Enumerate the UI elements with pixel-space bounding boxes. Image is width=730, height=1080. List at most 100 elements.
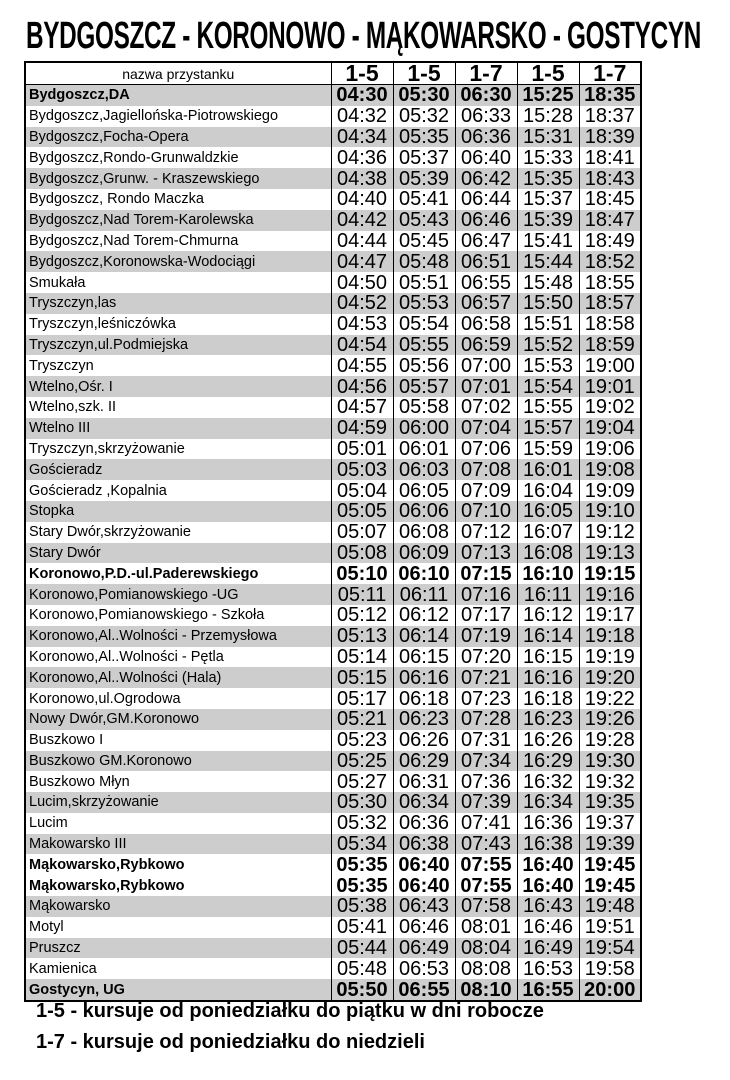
stop-name: Wtelno,Ośr. I xyxy=(24,376,332,397)
stop-name: Lucim,skrzyżowanie xyxy=(24,792,332,813)
departure-time: 19:00 xyxy=(578,355,642,377)
stop-name: Gostycyn, UG xyxy=(24,979,332,1002)
departure-time: 05:55 xyxy=(392,334,456,356)
stop-row: Koronowo,Al..Wolności - Przemysłowa 05:13… xyxy=(24,625,642,647)
departure-time: 06:36 xyxy=(454,126,518,148)
departure-time: 07:36 xyxy=(454,771,518,793)
departure-time: 16:29 xyxy=(516,750,580,772)
stop-row: Buszkowo GM.Koronowo 05:25 06:29 07:34 16:29… xyxy=(24,750,642,772)
departure-time: 07:28 xyxy=(454,708,518,730)
stop-name: Bydgoszcz,Jagiellońska-Piotrowskiego xyxy=(24,105,332,127)
departure-time: 05:41 xyxy=(330,916,394,938)
departure-time: 18:43 xyxy=(578,168,642,189)
departure-time: 06:14 xyxy=(392,625,456,647)
departure-time: 06:47 xyxy=(454,230,518,252)
stop-row: Gościeradz ,Kopalnia 05:04 06:05 07:09 16:04… xyxy=(24,480,642,501)
stop-row: Wtelno,Ośr. I 04:56 05:57 07:01 15:54 19:01 xyxy=(24,376,642,397)
stop-name: Koronowo,P.D.-ul.Paderewskiego xyxy=(24,563,332,585)
departure-time: 06:40 xyxy=(392,854,456,876)
departure-time: 05:30 xyxy=(392,84,456,106)
stop-row: Kamienica 05:48 06:53 08:08 16:53 19:58 xyxy=(24,958,642,980)
departure-time: 04:30 xyxy=(330,84,394,106)
departure-time: 16:08 xyxy=(516,542,580,564)
departure-time: 05:44 xyxy=(330,937,394,959)
departure-time: 05:04 xyxy=(330,480,394,501)
departure-time: 16:14 xyxy=(516,625,580,647)
departure-time: 15:44 xyxy=(516,251,580,273)
departure-time: 16:43 xyxy=(516,896,580,917)
departure-time: 05:23 xyxy=(330,729,394,751)
departure-time: 05:43 xyxy=(392,209,456,231)
departure-time: 05:08 xyxy=(330,542,394,564)
departure-time: 06:06 xyxy=(392,500,456,522)
stop-name: Nowy Dwór,GM.Koronowo xyxy=(24,708,332,730)
departure-time: 07:23 xyxy=(454,688,518,709)
departure-time: 06:55 xyxy=(454,272,518,293)
departure-time: 18:47 xyxy=(578,209,642,231)
departure-time: 07:34 xyxy=(454,750,518,772)
departure-time: 06:33 xyxy=(454,105,518,127)
stop-row: Mąkowarsko 05:38 06:43 07:58 16:43 19:48 xyxy=(24,896,642,917)
departure-time: 18:49 xyxy=(578,230,642,252)
stop-name: Mąkowarsko,Rybkowo xyxy=(24,854,332,876)
departure-time: 07:02 xyxy=(454,396,518,418)
departure-time: 06:11 xyxy=(392,584,456,605)
departure-time: 05:01 xyxy=(330,438,394,460)
departure-time: 19:58 xyxy=(578,958,642,980)
departure-time: 07:39 xyxy=(454,792,518,813)
stop-row: Buszkowo I 05:23 06:26 07:31 16:26 19:28 xyxy=(24,729,642,751)
departure-time: 19:04 xyxy=(578,417,642,439)
stop-name: Tryszczyn,leśniczówka xyxy=(24,313,332,335)
departure-time: 06:29 xyxy=(392,750,456,772)
departure-time: 04:40 xyxy=(330,188,394,210)
departure-time: 19:54 xyxy=(578,937,642,959)
departure-time: 05:12 xyxy=(330,604,394,626)
departure-time: 15:37 xyxy=(516,188,580,210)
stop-row: Tryszczyn,skrzyżowanie 05:01 06:01 07:06 15:… xyxy=(24,438,642,460)
departure-time: 16:10 xyxy=(516,563,580,585)
stop-row: Makowarsko III 05:34 06:38 07:43 16:38 19:39 xyxy=(24,833,642,855)
departure-time: 15:48 xyxy=(516,272,580,293)
departure-time: 07:04 xyxy=(454,417,518,439)
stop-row: Bydgoszcz,Nad Torem-Karolewska 04:42 05:43… xyxy=(24,209,642,231)
departure-time: 16:34 xyxy=(516,792,580,813)
stop-name: Koronowo,Pomianowskiego -UG xyxy=(24,584,332,605)
departure-time: 16:16 xyxy=(516,667,580,689)
departure-time: 04:59 xyxy=(330,417,394,439)
departure-time: 19:01 xyxy=(578,376,642,397)
departure-time: 05:38 xyxy=(330,896,394,917)
departure-time: 19:45 xyxy=(578,875,642,897)
departure-time: 15:28 xyxy=(516,105,580,127)
stop-name: Tryszczyn,las xyxy=(24,292,332,314)
stop-name: Pruszcz xyxy=(24,937,332,959)
departure-time: 05:05 xyxy=(330,500,394,522)
stop-name: Bydgoszcz,DA xyxy=(24,84,332,106)
stop-row: Nowy Dwór,GM.Koronowo 05:21 06:23 07:28 16:2… xyxy=(24,708,642,730)
departure-time: 07:01 xyxy=(454,376,518,397)
departure-time: 05:30 xyxy=(330,792,394,813)
departure-time: 06:40 xyxy=(392,875,456,897)
departure-time: 15:31 xyxy=(516,126,580,148)
stop-name: Buszkowo GM.Koronowo xyxy=(24,750,332,772)
departure-time: 06:46 xyxy=(454,209,518,231)
stop-row: Motyl 05:41 06:46 08:01 16:46 19:51 xyxy=(24,916,642,938)
departure-time: 05:14 xyxy=(330,646,394,668)
stop-name: Buszkowo Młyn xyxy=(24,771,332,793)
day-header: 1-5 xyxy=(330,62,394,85)
departure-time: 05:35 xyxy=(330,875,394,897)
departure-time: 04:53 xyxy=(330,313,394,335)
stop-row: Pruszcz 05:44 06:49 08:04 16:49 19:54 xyxy=(24,937,642,959)
departure-time: 15:35 xyxy=(516,168,580,189)
departure-time: 07:06 xyxy=(454,438,518,460)
departure-time: 07:41 xyxy=(454,812,518,834)
stop-row: Koronowo,P.D.-ul.Paderewskiego 05:10 06:10… xyxy=(24,563,642,585)
departure-time: 07:15 xyxy=(454,563,518,585)
departure-time: 19:22 xyxy=(578,688,642,709)
stop-row: Smukała 04:50 05:51 06:55 15:48 18:55 xyxy=(24,272,642,293)
departure-time: 07:17 xyxy=(454,604,518,626)
departure-time: 15:52 xyxy=(516,334,580,356)
stop-row: Mąkowarsko,Rybkowo 05:35 06:40 07:55 16:40 19… xyxy=(24,854,642,876)
departure-time: 06:38 xyxy=(392,833,456,855)
departure-time: 15:39 xyxy=(516,209,580,231)
stop-name: Bydgoszcz,Nad Torem-Chmurna xyxy=(24,230,332,252)
